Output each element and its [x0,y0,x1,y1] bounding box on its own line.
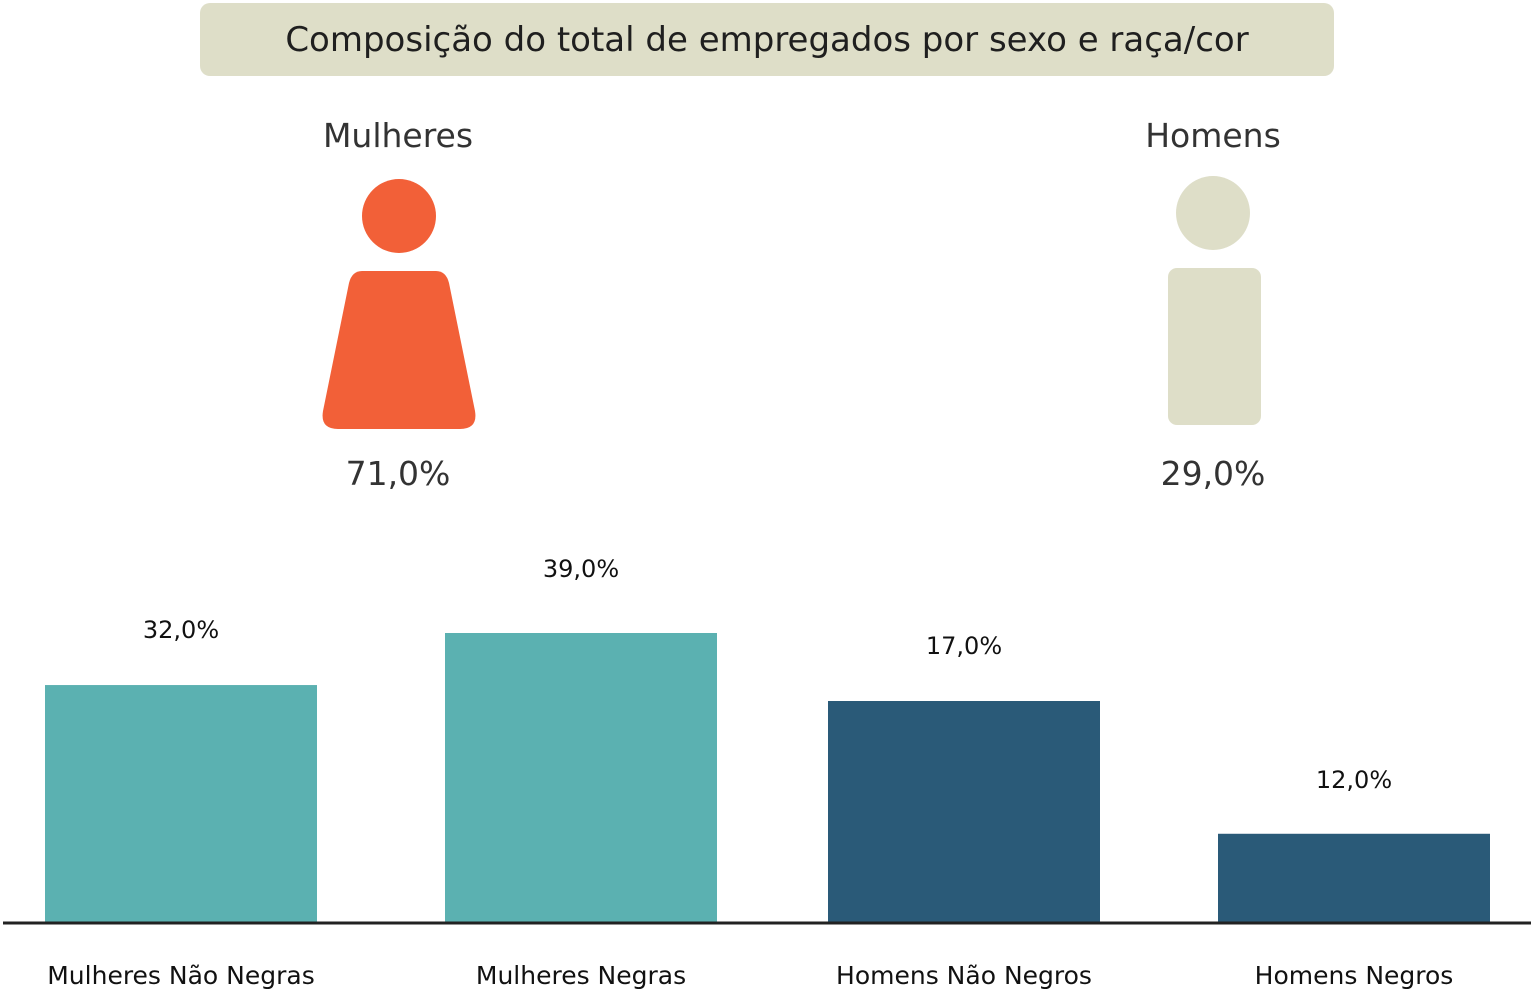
women-label: Mulheres [322,116,474,155]
bar-mulheres-negras [445,633,717,923]
men-percentage: 29,0% [1160,454,1266,493]
bar-homens-n-o-negros [828,701,1100,923]
data-label: 12,0% [1316,766,1392,794]
x-tick-label: Homens Não Negros [836,961,1092,990]
bar-mulheres-n-o-negras [45,685,317,923]
man-icon [1168,176,1261,425]
data-label: 32,0% [143,616,219,644]
data-label: 17,0% [926,632,1002,660]
title-banner: Composição do total de empregados por se… [200,3,1334,76]
men-label: Homens [1145,116,1281,155]
x-tick-label: Mulheres Negras [476,961,686,990]
bar-homens-negros [1218,833,1490,923]
x-tick-label: Mulheres Não Negras [47,961,315,990]
chart-title: Composição do total de empregados por se… [285,19,1249,60]
data-label: 39,0% [543,555,619,583]
x-tick-label: Homens Negros [1255,961,1454,990]
women-percentage: 71,0% [345,454,451,493]
woman-icon [322,179,476,429]
